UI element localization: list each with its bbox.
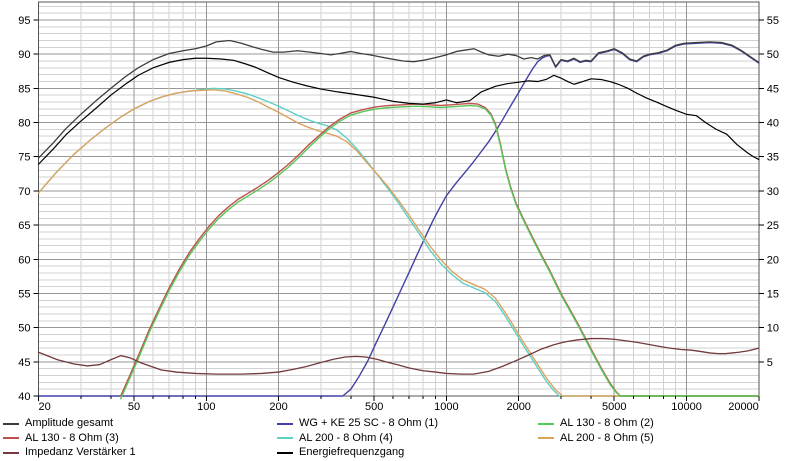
legend: Amplitude gesamt AL 130 - 8 Ohm (3) Impeda… — [0, 414, 800, 461]
y-right-tick-label: 45 — [767, 83, 779, 95]
y-left-tick-label: 85 — [18, 83, 30, 95]
y-left-tick-label: 55 — [18, 288, 30, 300]
x-tick-label: 20000 — [728, 401, 759, 413]
x-tick-label: 5000 — [602, 401, 626, 413]
x-tick-label: 2000 — [506, 401, 530, 413]
legend-swatch-wg-ke — [277, 422, 293, 425]
x-tick-label: 20 — [39, 401, 51, 413]
y-right-tick-label: 15 — [767, 288, 779, 300]
y-right-tick-label: 10 — [767, 323, 779, 335]
legend-swatch-al130-2 — [538, 422, 554, 425]
legend-swatch-amplitude — [3, 422, 19, 425]
y-left-tick-label: 95 — [18, 15, 30, 27]
y-left-tick-label: 60 — [18, 254, 30, 266]
y-right-tick-label: 5 — [767, 357, 773, 369]
series-wg-ke — [37, 41, 760, 397]
y-left-tick-label: 90 — [18, 49, 30, 61]
legend-swatch-al200-4 — [277, 437, 293, 439]
y-right-tick-label: 50 — [767, 49, 779, 61]
y-left-tick-label: 75 — [18, 152, 30, 164]
y-right-tick-label: 20 — [767, 254, 779, 266]
legend-item-al200-4: AL 200 - 8 Ohm (4) — [277, 432, 393, 445]
legend-item-amplitude: Amplitude gesamt — [3, 417, 113, 430]
legend-label-impedanz: Impedanz Verstärker 1 — [25, 446, 136, 458]
legend-swatch-energie — [277, 451, 293, 454]
y-left-tick-label: 40 — [18, 391, 30, 403]
x-tick-label: 10000 — [671, 401, 702, 413]
y-left-tick-label: 65 — [18, 220, 30, 232]
series-impedanz — [37, 337, 760, 375]
legend-item-al130-2: AL 130 - 8 Ohm (2) — [538, 417, 654, 430]
y-right-tick-label: 40 — [767, 118, 779, 130]
legend-label-al200-5: AL 200 - 8 Ohm (5) — [560, 431, 654, 444]
y-left-tick-label: 45 — [18, 357, 30, 369]
legend-label-al130-3: AL 130 - 8 Ohm (3) — [25, 431, 119, 444]
series-energie — [37, 57, 760, 165]
legend-item-impedanz: Impedanz Verstärker 1 — [3, 446, 136, 459]
series-al200-4 — [37, 87, 760, 397]
y-left-tick-label: 80 — [18, 118, 30, 130]
legend-label-energie: Energiefrequenzgang — [299, 446, 405, 458]
legend-label-al200-4: AL 200 - 8 Ohm (4) — [299, 431, 393, 444]
y-right-tick-label: 55 — [767, 15, 779, 27]
legend-item-al130-3: AL 130 - 8 Ohm (3) — [3, 432, 119, 445]
x-tick-label: 50 — [128, 401, 140, 413]
legend-label-amplitude: Amplitude gesamt — [25, 417, 114, 429]
y-left-tick-label: 50 — [18, 323, 30, 335]
plot-area: 40 45 50 55 60 65 70 75 80 85 90 95 5 10 15 20 25 30 35 40 4… — [18, 1, 779, 413]
legend-swatch-al130-3 — [3, 437, 19, 439]
series-al200-5 — [37, 89, 760, 397]
series-amplitude — [37, 39, 760, 159]
legend-item-energie: Energiefrequenzgang — [277, 446, 404, 459]
legend-label-al130-2: AL 130 - 8 Ohm (2) — [560, 417, 654, 429]
legend-swatch-impedanz — [3, 451, 19, 454]
y-left-tick-label: 70 — [18, 186, 30, 198]
plot-border — [38, 1, 760, 397]
x-tick-label: 500 — [365, 401, 383, 413]
x-tick-label: 1000 — [434, 401, 458, 413]
y-right-tick-label: 35 — [767, 152, 779, 164]
series-al130-2 — [120, 104, 760, 400]
legend-label-wg-ke: WG + KE 25 SC - 8 Ohm (1) — [299, 417, 439, 429]
y-right-tick-label: 30 — [767, 186, 779, 198]
legend-item-al200-5: AL 200 - 8 Ohm (5) — [538, 432, 654, 445]
legend-item-wg-ke: WG + KE 25 SC - 8 Ohm (1) — [277, 417, 438, 430]
y-right-tick-label: 25 — [767, 220, 779, 232]
legend-swatch-al200-5 — [538, 437, 554, 439]
x-tick-label: 100 — [197, 401, 215, 413]
x-tick-label: 200 — [269, 401, 287, 413]
